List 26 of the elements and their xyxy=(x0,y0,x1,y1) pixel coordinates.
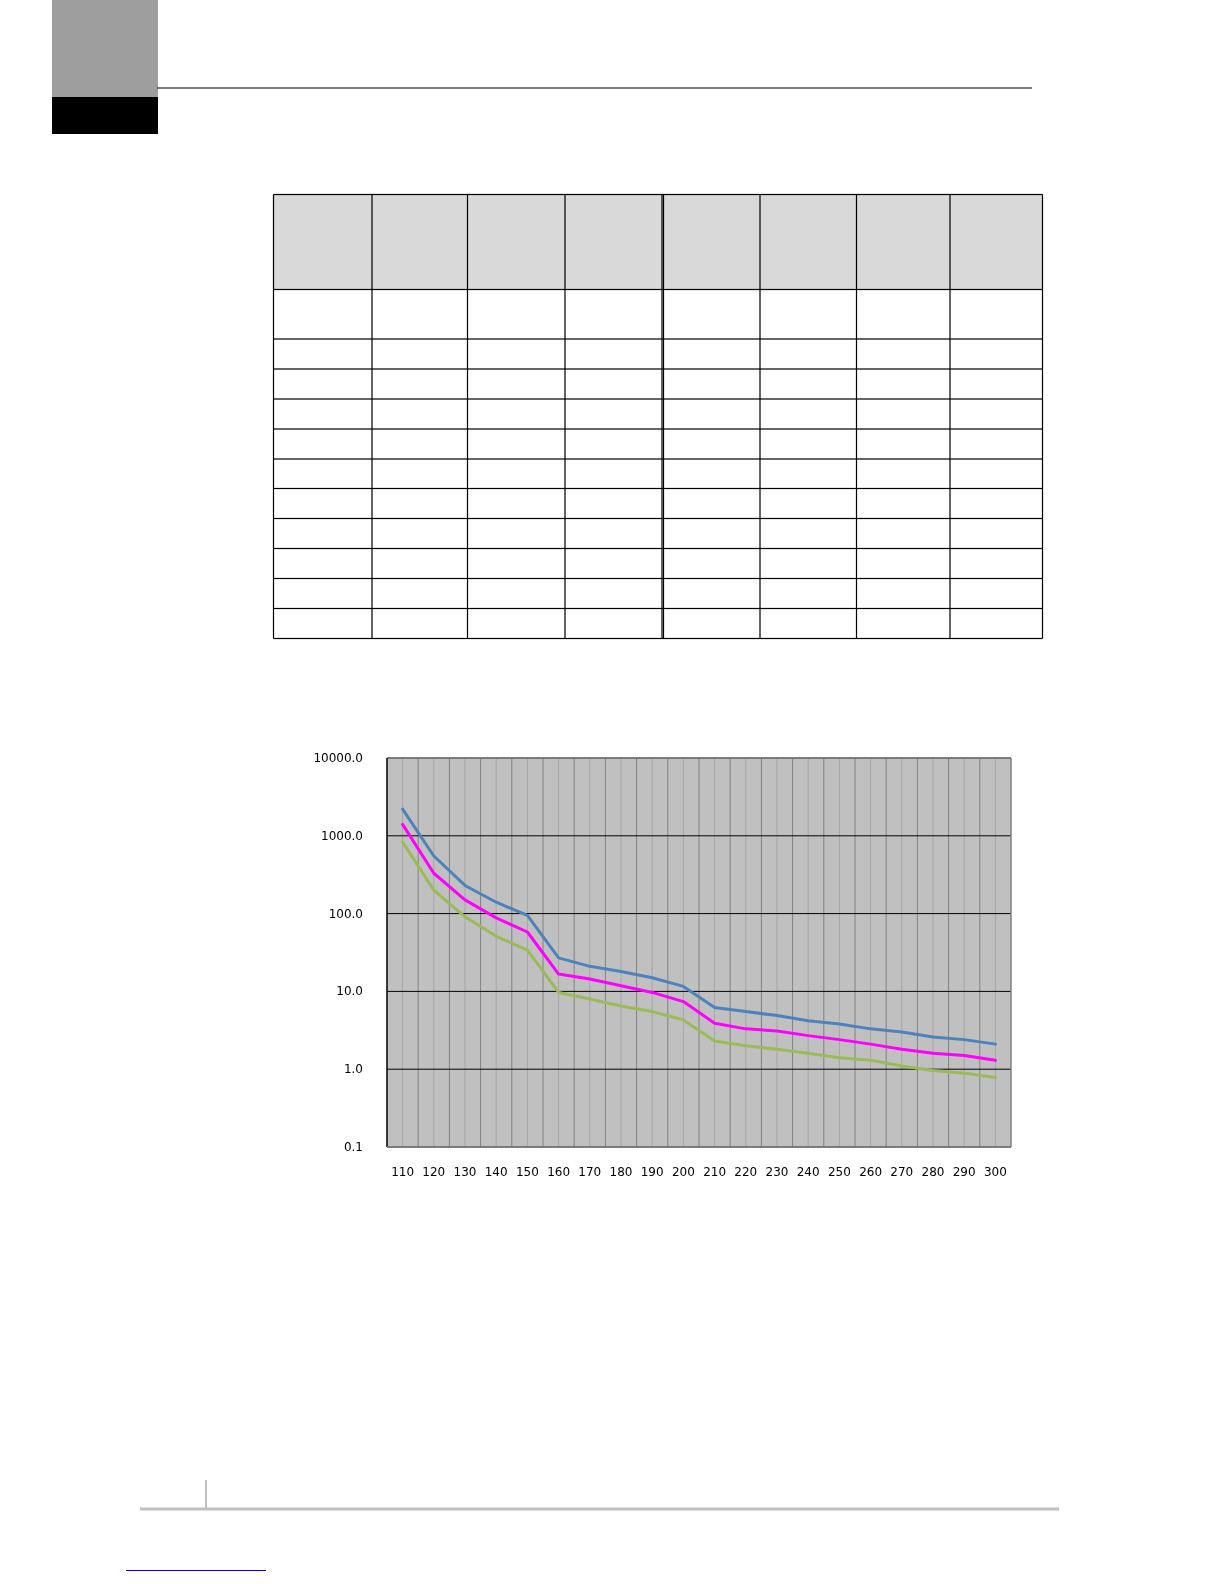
x-tick-label: 240 xyxy=(796,1165,820,1179)
x-tick-label: 110 xyxy=(391,1165,415,1179)
x-tick-label: 130 xyxy=(453,1165,477,1179)
x-tick-label: 150 xyxy=(515,1165,539,1179)
x-tick-label: 200 xyxy=(671,1165,695,1179)
x-tick-label: 290 xyxy=(952,1165,976,1179)
y-tick-label: 1.0 xyxy=(343,1062,363,1077)
y-tick-label: 100.0 xyxy=(328,906,363,921)
y-tick-label: 10.0 xyxy=(336,984,363,999)
x-tick-label: 230 xyxy=(765,1165,789,1179)
x-tick-label: 170 xyxy=(578,1165,602,1179)
x-tick-label: 270 xyxy=(890,1165,914,1179)
y-tick-label: 0.1 xyxy=(343,1140,363,1154)
x-tick-label: 190 xyxy=(640,1165,664,1179)
y-tick-label: 1000.0 xyxy=(321,828,363,843)
x-tick-label: 180 xyxy=(609,1165,633,1179)
x-tick-label: 250 xyxy=(827,1165,851,1179)
x-tick-label: 260 xyxy=(859,1165,883,1179)
x-tick-label: 160 xyxy=(547,1165,571,1179)
x-tick-label: 210 xyxy=(703,1165,727,1179)
x-tick-label: 120 xyxy=(422,1165,446,1179)
x-tick-label: 280 xyxy=(921,1165,945,1179)
x-tick-label: 140 xyxy=(484,1165,508,1179)
x-tick-label: 300 xyxy=(983,1165,1007,1179)
y-tick-label: 10000.0 xyxy=(313,751,363,765)
x-tick-label: 220 xyxy=(734,1165,758,1179)
